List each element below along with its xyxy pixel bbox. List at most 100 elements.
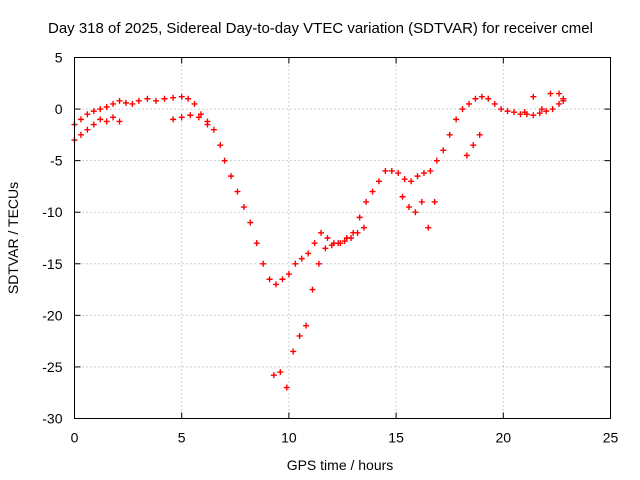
plot-frame <box>74 57 611 419</box>
data-point <box>103 118 110 125</box>
y-tick-label: -20 <box>42 307 62 323</box>
data-point <box>279 276 286 283</box>
data-point <box>335 240 342 247</box>
data-point <box>328 242 335 249</box>
data-point <box>356 214 363 221</box>
data-point <box>427 167 434 174</box>
data-point <box>77 116 84 123</box>
data-point <box>270 372 277 379</box>
x-tick-label: 0 <box>71 430 79 446</box>
data-point <box>97 116 104 123</box>
data-point <box>408 178 415 185</box>
data-point <box>103 104 110 111</box>
data-point <box>247 219 254 226</box>
data-point <box>97 106 104 113</box>
data-point <box>298 255 305 262</box>
data-point <box>283 384 290 391</box>
data-point <box>266 276 273 283</box>
data-point <box>217 142 224 149</box>
data-point <box>414 173 421 180</box>
data-point <box>309 286 316 293</box>
x-axis-label: GPS time / hours <box>287 457 394 473</box>
data-point <box>401 176 408 183</box>
data-point <box>536 110 543 117</box>
data-point <box>135 97 142 104</box>
data-point <box>369 188 376 195</box>
data-point <box>453 116 460 123</box>
data-points <box>71 90 567 391</box>
data-point <box>228 173 235 180</box>
data-point <box>549 106 556 113</box>
y-tick-label: -30 <box>42 411 62 427</box>
x-tick-label: 15 <box>388 430 404 446</box>
data-point <box>418 198 425 205</box>
x-tick-label: 20 <box>496 430 512 446</box>
data-point <box>221 157 228 164</box>
data-point <box>470 142 477 149</box>
data-point <box>240 204 247 211</box>
data-point <box>204 121 211 128</box>
data-point <box>185 95 192 102</box>
data-point <box>538 106 545 113</box>
data-point <box>170 94 177 101</box>
data-point <box>77 131 84 138</box>
data-point <box>90 108 97 115</box>
data-point <box>110 114 117 121</box>
data-point <box>348 235 355 241</box>
data-point <box>187 112 194 119</box>
data-point <box>363 198 370 205</box>
data-point <box>84 126 91 133</box>
data-point <box>285 271 292 278</box>
data-point <box>84 111 91 118</box>
data-point <box>431 198 438 205</box>
data-point <box>110 100 117 107</box>
data-point <box>197 111 204 118</box>
data-point <box>129 100 136 107</box>
data-point <box>341 238 348 245</box>
data-point <box>178 114 185 121</box>
data-point <box>152 97 159 104</box>
data-point <box>273 281 280 288</box>
x-tick-label: 5 <box>178 430 186 446</box>
data-point <box>433 157 440 164</box>
data-point <box>116 97 123 104</box>
data-point <box>116 118 123 125</box>
data-point <box>161 95 168 102</box>
data-point <box>318 229 325 236</box>
data-point <box>560 95 567 102</box>
data-point <box>388 167 395 174</box>
data-point <box>296 332 303 339</box>
data-point <box>511 109 518 116</box>
data-point <box>290 348 297 355</box>
data-point <box>530 112 537 119</box>
data-point <box>472 95 479 102</box>
data-point <box>547 90 554 97</box>
y-tick-label: -10 <box>42 204 62 220</box>
data-point <box>324 235 331 241</box>
y-tick-label: -5 <box>50 153 63 169</box>
data-point <box>530 93 537 100</box>
data-point <box>405 204 412 211</box>
data-point <box>277 369 284 376</box>
y-axis-label: SDTVAR / TECUs <box>5 182 21 294</box>
data-point <box>260 260 267 267</box>
data-point <box>315 260 322 267</box>
data-point <box>122 99 129 106</box>
data-point <box>556 90 563 97</box>
data-point <box>556 100 563 107</box>
data-point <box>425 224 432 231</box>
data-point <box>303 322 310 329</box>
data-point <box>354 229 361 236</box>
data-point <box>399 193 406 200</box>
data-point <box>498 106 505 113</box>
y-tick-label: 0 <box>55 101 63 117</box>
data-point <box>253 240 260 247</box>
data-point <box>463 152 470 159</box>
data-point <box>311 240 318 247</box>
data-point <box>446 131 453 138</box>
data-point <box>412 209 419 216</box>
data-point <box>517 111 524 118</box>
data-point <box>144 95 151 102</box>
data-point <box>478 93 485 100</box>
